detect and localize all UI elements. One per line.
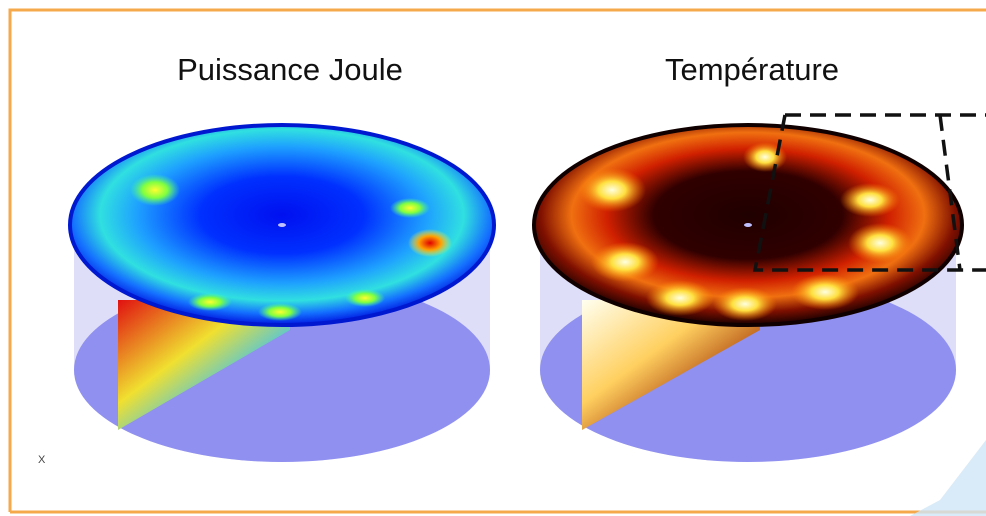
joule-cylinder (70, 125, 494, 462)
axis-label: X (38, 454, 46, 466)
slide: Puissance Joule Température X (0, 0, 986, 516)
panel-title: Température (665, 52, 839, 87)
panel-title: Puissance Joule (177, 52, 403, 87)
corner-decoration (910, 440, 986, 516)
temperature-cylinder (534, 125, 962, 462)
page: Puissance Joule Température X (() => { c… (0, 0, 986, 516)
